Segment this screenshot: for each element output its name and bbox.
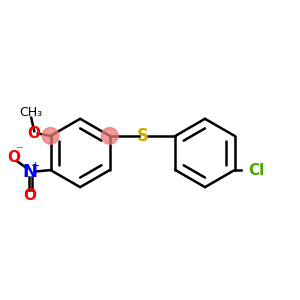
Text: O: O — [23, 188, 36, 203]
Circle shape — [42, 128, 59, 144]
Text: S: S — [136, 127, 148, 145]
Text: +: + — [30, 160, 40, 171]
Circle shape — [101, 128, 118, 144]
Text: O: O — [28, 126, 41, 141]
Text: N: N — [22, 163, 37, 181]
Text: Cl: Cl — [248, 163, 265, 178]
Text: O: O — [7, 150, 20, 165]
Text: ⁻: ⁻ — [15, 144, 22, 158]
Text: CH₃: CH₃ — [20, 106, 43, 119]
